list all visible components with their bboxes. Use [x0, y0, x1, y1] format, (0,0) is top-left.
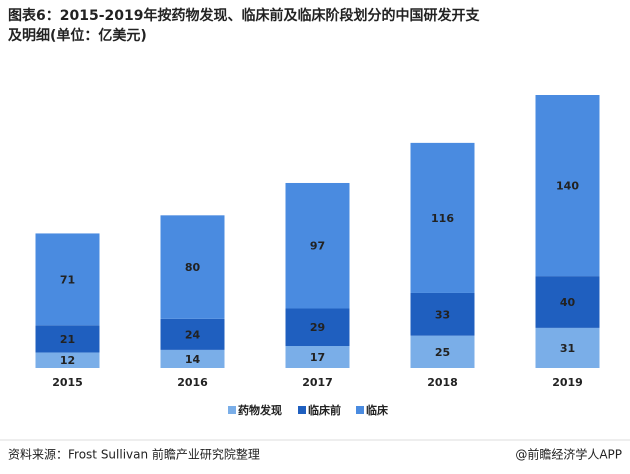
bar-segment	[35, 352, 100, 368]
data-label: 116	[431, 212, 454, 225]
legend-swatch	[298, 406, 306, 414]
x-tick-label: 2019	[552, 376, 583, 389]
source: 资料来源：Frost Sullivan 前瞻产业研究院整理	[8, 447, 260, 462]
data-label: 80	[185, 261, 201, 274]
data-label: 12	[60, 354, 75, 367]
bar-segment	[410, 335, 475, 368]
bar-segment	[285, 182, 350, 309]
bar-segment	[535, 276, 600, 328]
bar-segment	[160, 349, 225, 368]
bar-segment	[160, 318, 225, 350]
data-label: 140	[556, 180, 579, 193]
data-label: 17	[310, 351, 325, 364]
x-tick-label: 2016	[177, 376, 208, 389]
data-label: 33	[435, 308, 450, 321]
data-label: 71	[60, 273, 75, 286]
data-label: 40	[560, 296, 576, 309]
bar-segment	[535, 95, 600, 277]
bar-segment	[285, 346, 350, 368]
brand: @前瞻经济学人APP	[515, 447, 622, 462]
data-label: 29	[310, 321, 325, 334]
bar-segment	[160, 215, 225, 319]
data-label: 97	[310, 240, 325, 253]
bar-segment	[35, 233, 100, 326]
legend-label: 临床前	[308, 403, 341, 417]
data-label: 25	[435, 346, 450, 359]
bar-segment	[535, 327, 600, 368]
data-label: 24	[185, 328, 201, 341]
bar-segment	[410, 142, 475, 293]
bar-segment	[410, 292, 475, 336]
x-tick-label: 2018	[427, 376, 458, 389]
bar-segment	[285, 308, 350, 347]
x-tick-label: 2015	[52, 376, 83, 389]
legend-label: 临床	[366, 403, 389, 417]
legend-swatch	[228, 406, 236, 414]
data-label: 21	[60, 333, 75, 346]
chart-title: 图表6：2015-2019年按药物发现、临床前及临床阶段划分的中国研发开支及明细…	[8, 8, 480, 44]
bar-segment	[35, 325, 100, 353]
data-label: 14	[185, 353, 201, 366]
x-tick-label: 2017	[302, 376, 333, 389]
legend-label: 药物发现	[238, 403, 282, 417]
data-label: 31	[560, 342, 575, 355]
legend-swatch	[356, 406, 364, 414]
